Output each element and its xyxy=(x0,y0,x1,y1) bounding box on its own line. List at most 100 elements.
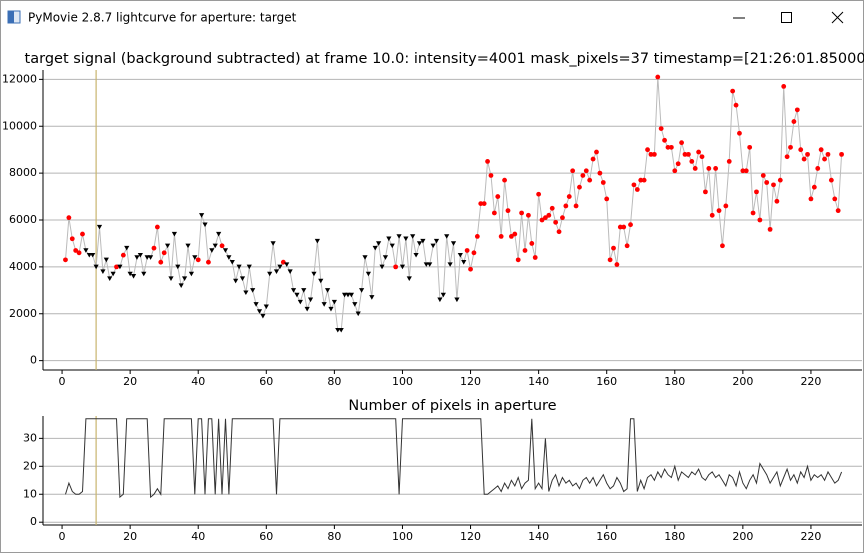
x-tick-label: 140 xyxy=(528,375,549,388)
point-triangle xyxy=(341,292,348,298)
point-dot xyxy=(464,248,470,253)
point-dot xyxy=(788,144,793,150)
point-triangle xyxy=(260,313,266,319)
point-triangle xyxy=(307,297,314,303)
point-triangle xyxy=(212,243,218,249)
point-dot xyxy=(791,119,797,124)
x-tick-label: 100 xyxy=(392,530,413,543)
point-dot xyxy=(682,151,688,157)
point-triangle xyxy=(141,271,147,277)
point-dot xyxy=(696,149,702,155)
point-triangle xyxy=(246,264,252,270)
y-tick-label: 30 xyxy=(23,431,37,444)
point-triangle xyxy=(130,274,137,279)
y-tick-label: 10000 xyxy=(2,119,37,132)
point-dot xyxy=(811,184,817,190)
maximize-button[interactable] xyxy=(781,12,792,23)
point-dot xyxy=(621,224,627,230)
point-dot xyxy=(750,210,756,216)
point-dot xyxy=(546,212,552,218)
point-triangle xyxy=(233,278,239,284)
point-triangle xyxy=(461,259,467,265)
point-triangle xyxy=(168,276,174,281)
window-title: PyMovie 2.8.7 lightcurve for aperture: t… xyxy=(28,11,297,25)
y-tick-label: 20 xyxy=(23,459,37,472)
point-triangle xyxy=(352,302,358,307)
point-dot xyxy=(532,255,538,260)
point-triangle xyxy=(178,283,184,289)
point-triangle xyxy=(93,264,99,270)
y-tick-label: 10 xyxy=(23,487,37,500)
point-triangle xyxy=(359,288,365,293)
point-triangle xyxy=(263,304,269,310)
point-dot xyxy=(805,151,810,157)
point-dot xyxy=(747,144,753,150)
point-triangle xyxy=(454,297,460,303)
point-dot xyxy=(563,203,569,209)
point-dot xyxy=(474,234,480,239)
point-dot xyxy=(76,250,82,256)
point-dot xyxy=(720,243,725,249)
point-dot xyxy=(808,196,814,202)
point-triangle xyxy=(389,243,395,249)
point-dot xyxy=(573,203,579,209)
point-dot xyxy=(522,248,528,253)
point-triangle xyxy=(127,271,133,277)
point-dot xyxy=(757,217,763,223)
point-dot xyxy=(505,208,511,214)
point-triangle xyxy=(110,271,116,277)
x-tick-label: 200 xyxy=(732,530,753,543)
point-dot xyxy=(713,166,719,171)
y-tick-label: 8000 xyxy=(9,166,37,179)
point-triangle xyxy=(355,311,361,317)
point-triangle xyxy=(267,271,273,277)
point-triangle xyxy=(440,292,446,298)
point-triangle xyxy=(382,255,389,260)
point-triangle xyxy=(365,271,372,277)
point-dot xyxy=(740,168,746,174)
point-triangle xyxy=(372,245,378,251)
point-triangle xyxy=(250,288,256,293)
y-tick-label: 12000 xyxy=(2,72,37,85)
point-triangle xyxy=(311,271,317,277)
point-dot xyxy=(195,257,201,263)
close-button[interactable] xyxy=(831,11,844,24)
point-dot xyxy=(536,191,542,197)
point-dot xyxy=(723,203,729,209)
point-dot xyxy=(825,151,831,157)
point-triangle xyxy=(430,243,436,249)
x-tick-label: 0 xyxy=(59,375,66,388)
point-dot xyxy=(120,252,126,258)
y-tick-label: 0 xyxy=(30,515,37,528)
point-dot xyxy=(737,130,742,136)
point-dot xyxy=(628,222,633,228)
point-dot xyxy=(651,151,657,157)
point-triangle xyxy=(444,234,450,239)
y-tick-label: 0 xyxy=(30,354,37,367)
point-triangle xyxy=(410,234,416,239)
point-dot xyxy=(641,177,647,183)
point-dot xyxy=(495,194,501,199)
point-dot xyxy=(519,210,525,216)
point-triangle xyxy=(86,252,92,258)
point-triangle xyxy=(134,255,140,260)
point-dot xyxy=(679,140,684,146)
point-triangle xyxy=(297,299,303,305)
point-triangle xyxy=(175,264,181,270)
point-dot xyxy=(393,264,399,270)
point-dot xyxy=(468,266,473,272)
point-dot xyxy=(699,154,705,160)
point-dot xyxy=(771,182,776,188)
point-dot xyxy=(471,250,477,256)
point-dot xyxy=(161,250,167,256)
x-tick-label: 180 xyxy=(664,530,685,543)
chart-title: target signal (background subtracted) at… xyxy=(25,51,864,67)
point-triangle xyxy=(83,248,89,253)
point-dot xyxy=(478,201,484,206)
point-triangle xyxy=(331,299,337,305)
point-dot xyxy=(634,187,640,192)
point-triangle xyxy=(447,262,453,267)
point-dot xyxy=(597,170,603,176)
point-dot xyxy=(716,208,722,214)
